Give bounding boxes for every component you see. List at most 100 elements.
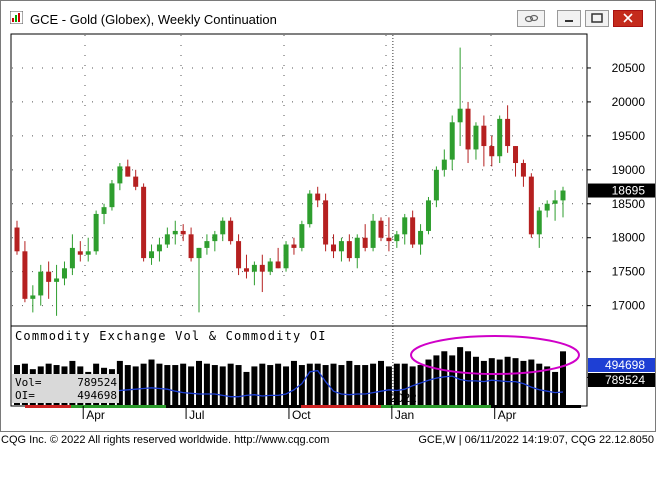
volume-bar bbox=[124, 365, 131, 405]
session-segment bbox=[301, 405, 381, 408]
minimize-button[interactable] bbox=[557, 10, 581, 27]
candle-body bbox=[275, 261, 281, 269]
volume-bar bbox=[385, 366, 392, 405]
candle bbox=[283, 241, 289, 272]
candle-body bbox=[457, 108, 463, 123]
candle bbox=[196, 247, 202, 313]
candle bbox=[449, 115, 455, 170]
price-tick-label: 18500 bbox=[612, 197, 646, 211]
candle-body bbox=[489, 146, 495, 157]
oi-readout-label: OI= bbox=[15, 389, 35, 402]
candle-body bbox=[259, 264, 265, 272]
candle-body bbox=[338, 241, 344, 252]
volume-bar bbox=[338, 365, 345, 405]
price-tick-label: 19500 bbox=[612, 129, 646, 143]
status-footer: GCE,W | 06/11/2022 14:19:07, CQG 22.12.8… bbox=[418, 434, 654, 446]
session-strip bbox=[25, 405, 581, 408]
volume-bar bbox=[211, 365, 218, 405]
candle bbox=[125, 159, 131, 177]
candle-body bbox=[251, 264, 257, 272]
volume-panel-title: Commodity Exchange Vol & Commodity OI bbox=[15, 329, 327, 343]
candle-body bbox=[69, 247, 75, 269]
time-axis: Apr Jul Oct Jan Apr bbox=[82, 406, 516, 422]
title-bar: GCE - Gold (Globex), Weekly Continuation bbox=[1, 1, 655, 31]
volume-bar bbox=[370, 363, 377, 405]
time-tick-label: Jul bbox=[189, 408, 204, 422]
chart-window: GCE - Gold (Globex), Weekly Continuation… bbox=[0, 0, 656, 432]
close-button[interactable] bbox=[613, 10, 643, 27]
volume-bar bbox=[148, 359, 155, 405]
volume-bar bbox=[465, 351, 472, 405]
session-segment bbox=[491, 405, 581, 408]
volume-bar bbox=[306, 363, 313, 405]
candle bbox=[180, 224, 186, 242]
volume-bar bbox=[243, 371, 250, 405]
time-tick-label: Oct bbox=[292, 408, 311, 422]
candle bbox=[251, 261, 257, 286]
oi-tag-bg bbox=[588, 358, 655, 372]
candle-body bbox=[125, 166, 131, 177]
candle-body bbox=[505, 118, 511, 147]
candle bbox=[54, 264, 60, 316]
candle-body bbox=[378, 220, 384, 238]
candlestick-series bbox=[14, 47, 566, 316]
price-axis: 17000 17500 18000 18500 19000 19500 20000 20500 bbox=[587, 61, 645, 313]
price-tick-label: 20000 bbox=[612, 95, 646, 109]
price-tick-label: 20500 bbox=[612, 61, 646, 75]
volume-bar bbox=[172, 365, 179, 405]
candle-body bbox=[133, 176, 139, 187]
candle bbox=[544, 200, 550, 218]
volume-bar bbox=[504, 356, 511, 405]
session-segment bbox=[381, 405, 491, 408]
candle bbox=[220, 217, 226, 242]
volume-bar bbox=[132, 366, 139, 405]
candle-body bbox=[283, 244, 289, 269]
volume-bar bbox=[203, 363, 210, 405]
volume-bar bbox=[140, 363, 147, 405]
candle bbox=[77, 241, 83, 262]
candle bbox=[299, 220, 305, 252]
candle-body bbox=[228, 220, 234, 242]
volume-bar bbox=[457, 347, 464, 405]
candle bbox=[552, 190, 558, 221]
price-tick-label: 18000 bbox=[612, 231, 646, 245]
candle-body bbox=[22, 251, 28, 299]
price-tick-label: 17500 bbox=[612, 265, 646, 279]
candle-body bbox=[346, 241, 352, 259]
last-price-tag: 18695 bbox=[588, 183, 655, 198]
candle-body bbox=[204, 241, 210, 248]
volume-bar bbox=[536, 363, 543, 405]
volume-bar bbox=[433, 355, 440, 405]
candle bbox=[61, 261, 67, 286]
price-tick-label: 19000 bbox=[612, 163, 646, 177]
candle bbox=[473, 122, 479, 160]
candle-body bbox=[544, 203, 550, 211]
candle bbox=[204, 234, 210, 255]
volume-bar bbox=[346, 360, 353, 405]
candle bbox=[22, 241, 28, 303]
volume-bar bbox=[488, 358, 495, 405]
candle bbox=[433, 166, 439, 208]
restore-button[interactable] bbox=[585, 10, 609, 27]
candle-body bbox=[93, 213, 99, 252]
volume-bar bbox=[552, 371, 559, 405]
candle bbox=[418, 224, 424, 255]
candle-body bbox=[433, 169, 439, 201]
close-icon bbox=[623, 13, 633, 23]
candle-body bbox=[61, 268, 67, 279]
candle-body bbox=[402, 217, 408, 235]
candle bbox=[133, 169, 139, 191]
candle-body bbox=[196, 247, 202, 259]
candle bbox=[338, 237, 344, 262]
candle-body bbox=[362, 237, 368, 248]
restore-icon bbox=[591, 13, 603, 23]
candle bbox=[30, 285, 36, 313]
minimize-icon bbox=[565, 20, 573, 22]
highlight-ellipse bbox=[410, 335, 580, 375]
candle-body bbox=[85, 251, 91, 255]
volume-bar bbox=[188, 366, 195, 405]
candle bbox=[425, 196, 431, 235]
link-button[interactable] bbox=[517, 10, 545, 27]
volume-bar bbox=[480, 360, 487, 405]
volume-bar bbox=[259, 363, 266, 405]
